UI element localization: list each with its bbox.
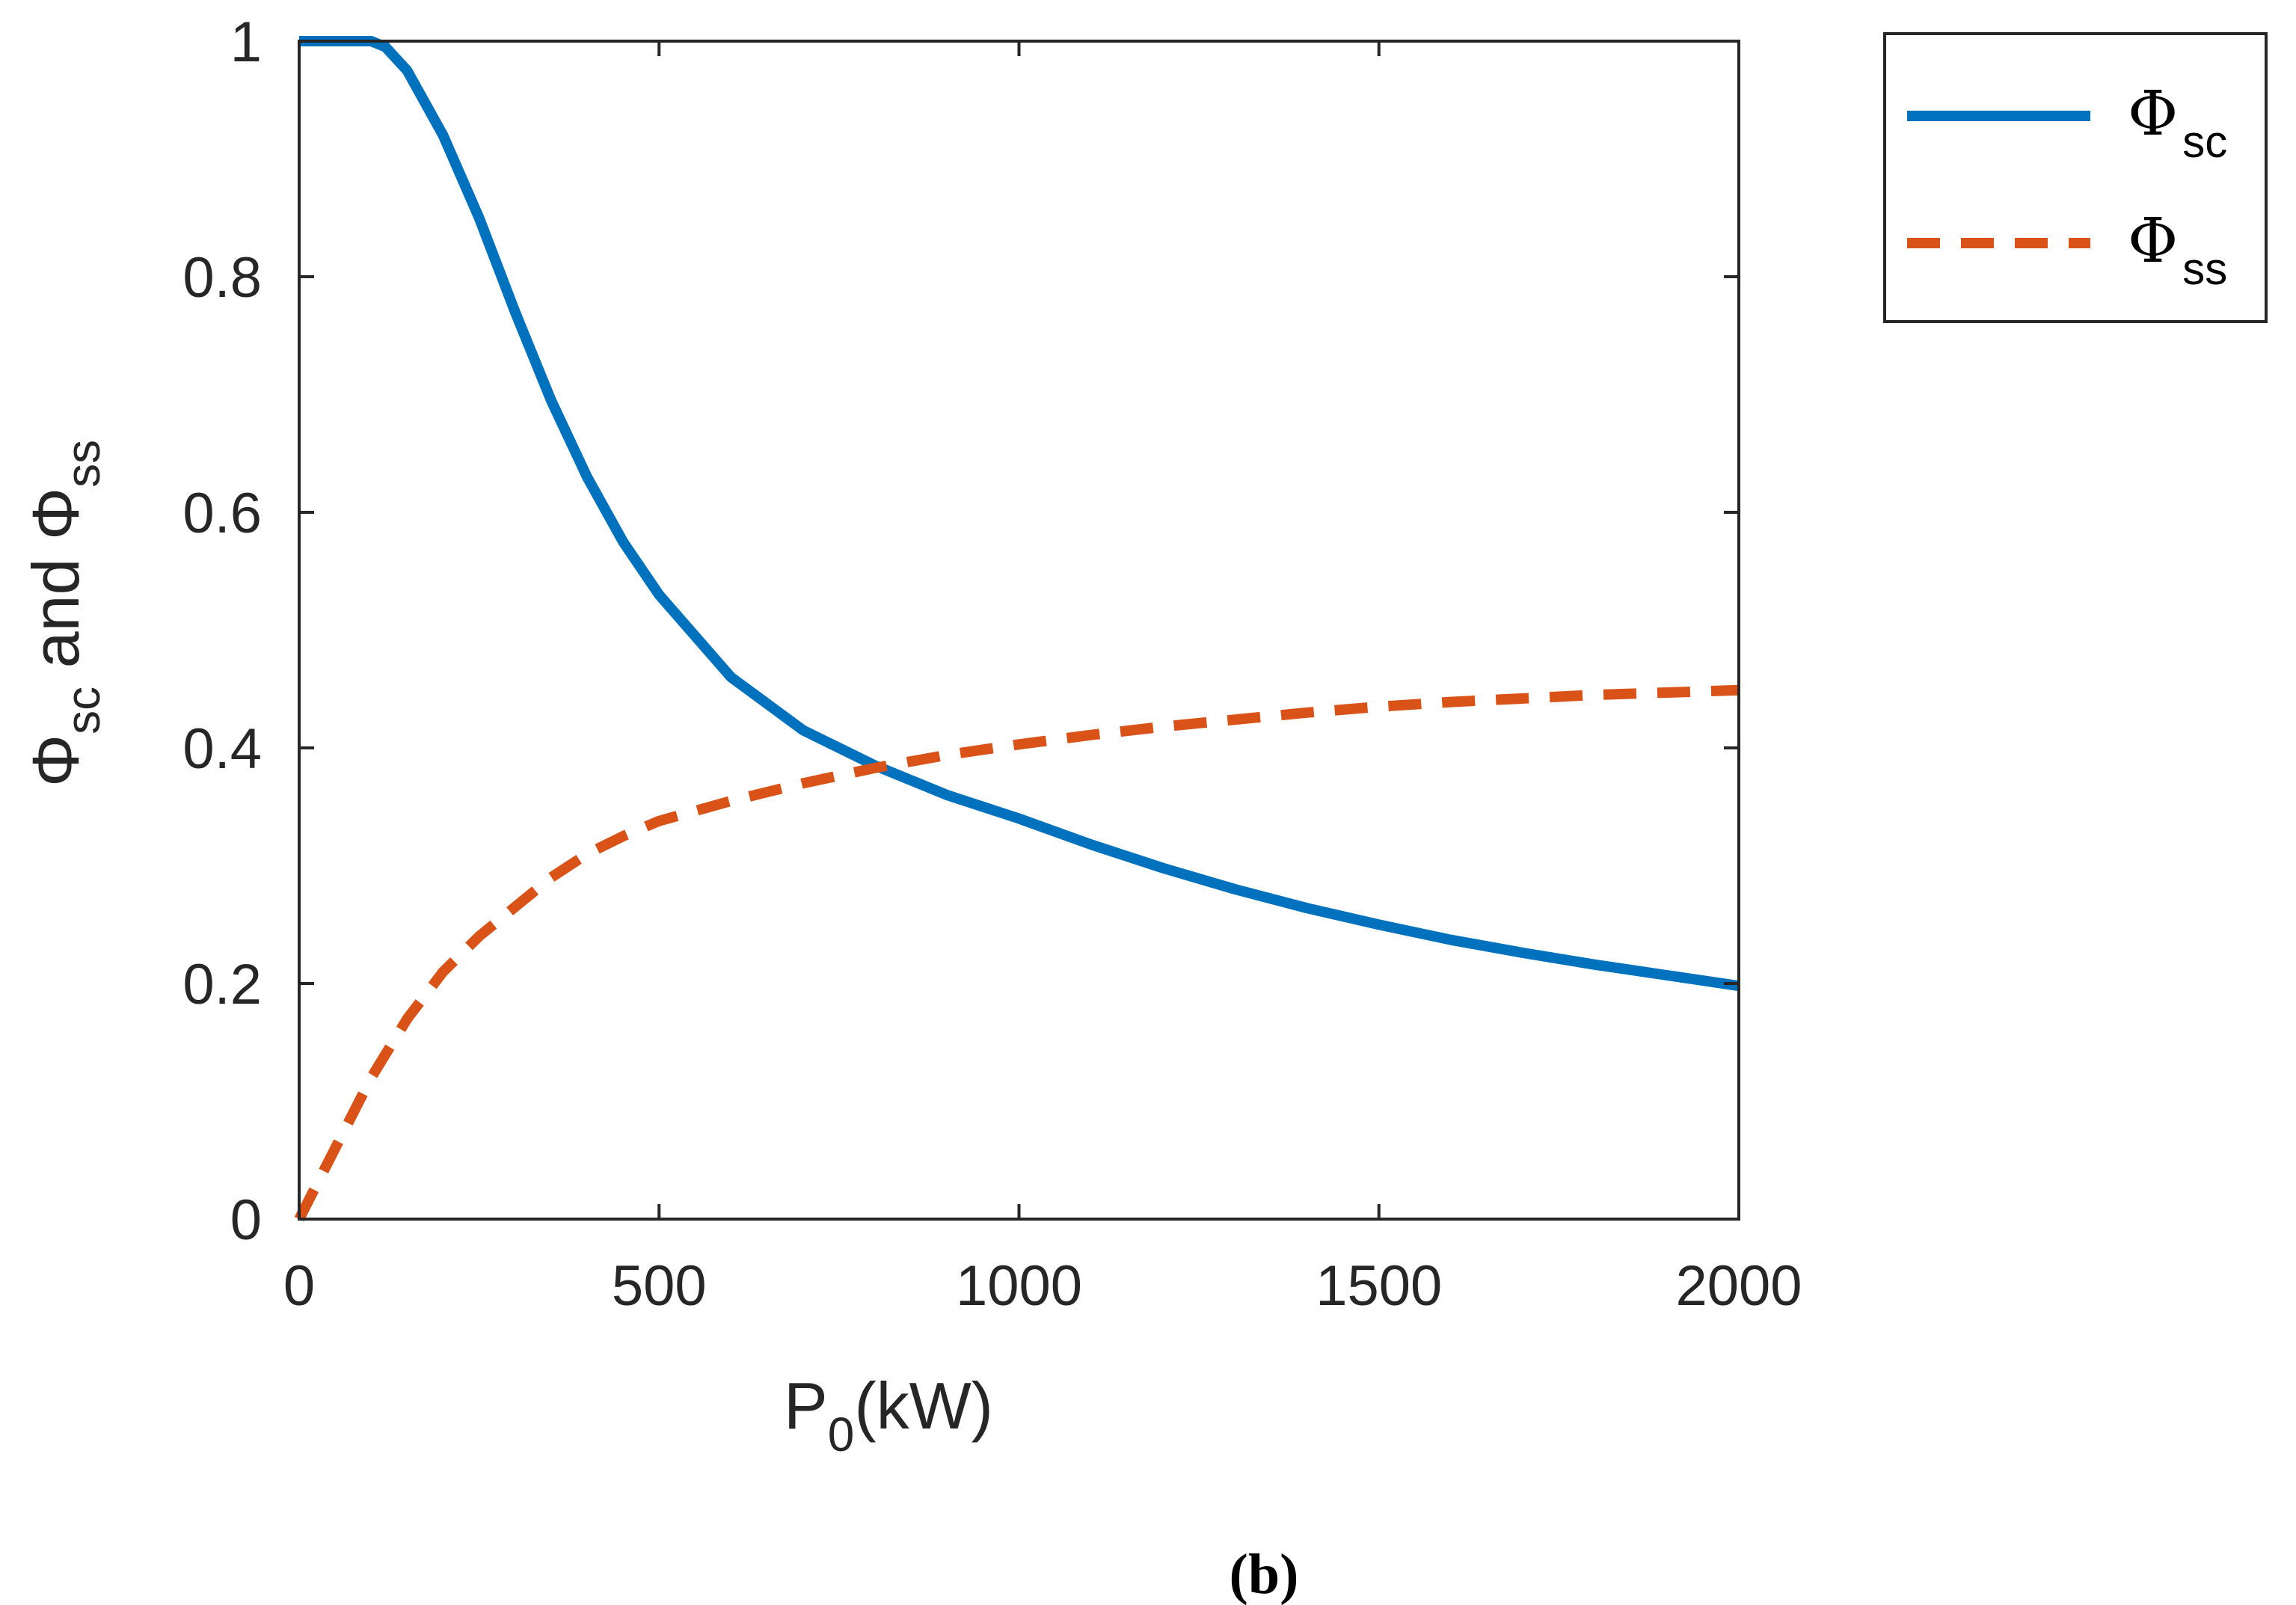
- y-axis-label: Φsc and Φss: [19, 440, 110, 787]
- x-axis-label: P0(kW): [784, 1369, 993, 1461]
- plot-marks: [294, 36, 1740, 1222]
- x-tick-label: 1000: [956, 1254, 1082, 1318]
- x-tick-label: 500: [612, 1254, 707, 1318]
- x-tick-label: 2000: [1675, 1254, 1802, 1318]
- legend-box: [1883, 32, 2268, 323]
- y-tick-label: 0: [230, 1188, 262, 1252]
- series-line-ss: [294, 684, 1740, 1222]
- series-line-sc: [299, 36, 1740, 992]
- axes: 0 500 1000 1500 2000 0 0.2 0.4 0.6 0.8 1: [182, 10, 1802, 1318]
- y-tick-label: 0.6: [182, 482, 262, 545]
- axes-frame: [298, 40, 1740, 1221]
- x-tick-label: 1500: [1316, 1254, 1442, 1318]
- y-tick-label: 0.8: [182, 246, 262, 310]
- figure-caption: (b): [1230, 1543, 1299, 1605]
- y-tick-label: 0.4: [182, 717, 262, 781]
- y-tick-label: 1: [230, 10, 262, 74]
- y-tick-label: 0.2: [182, 953, 262, 1016]
- x-tick-label: 0: [283, 1254, 315, 1318]
